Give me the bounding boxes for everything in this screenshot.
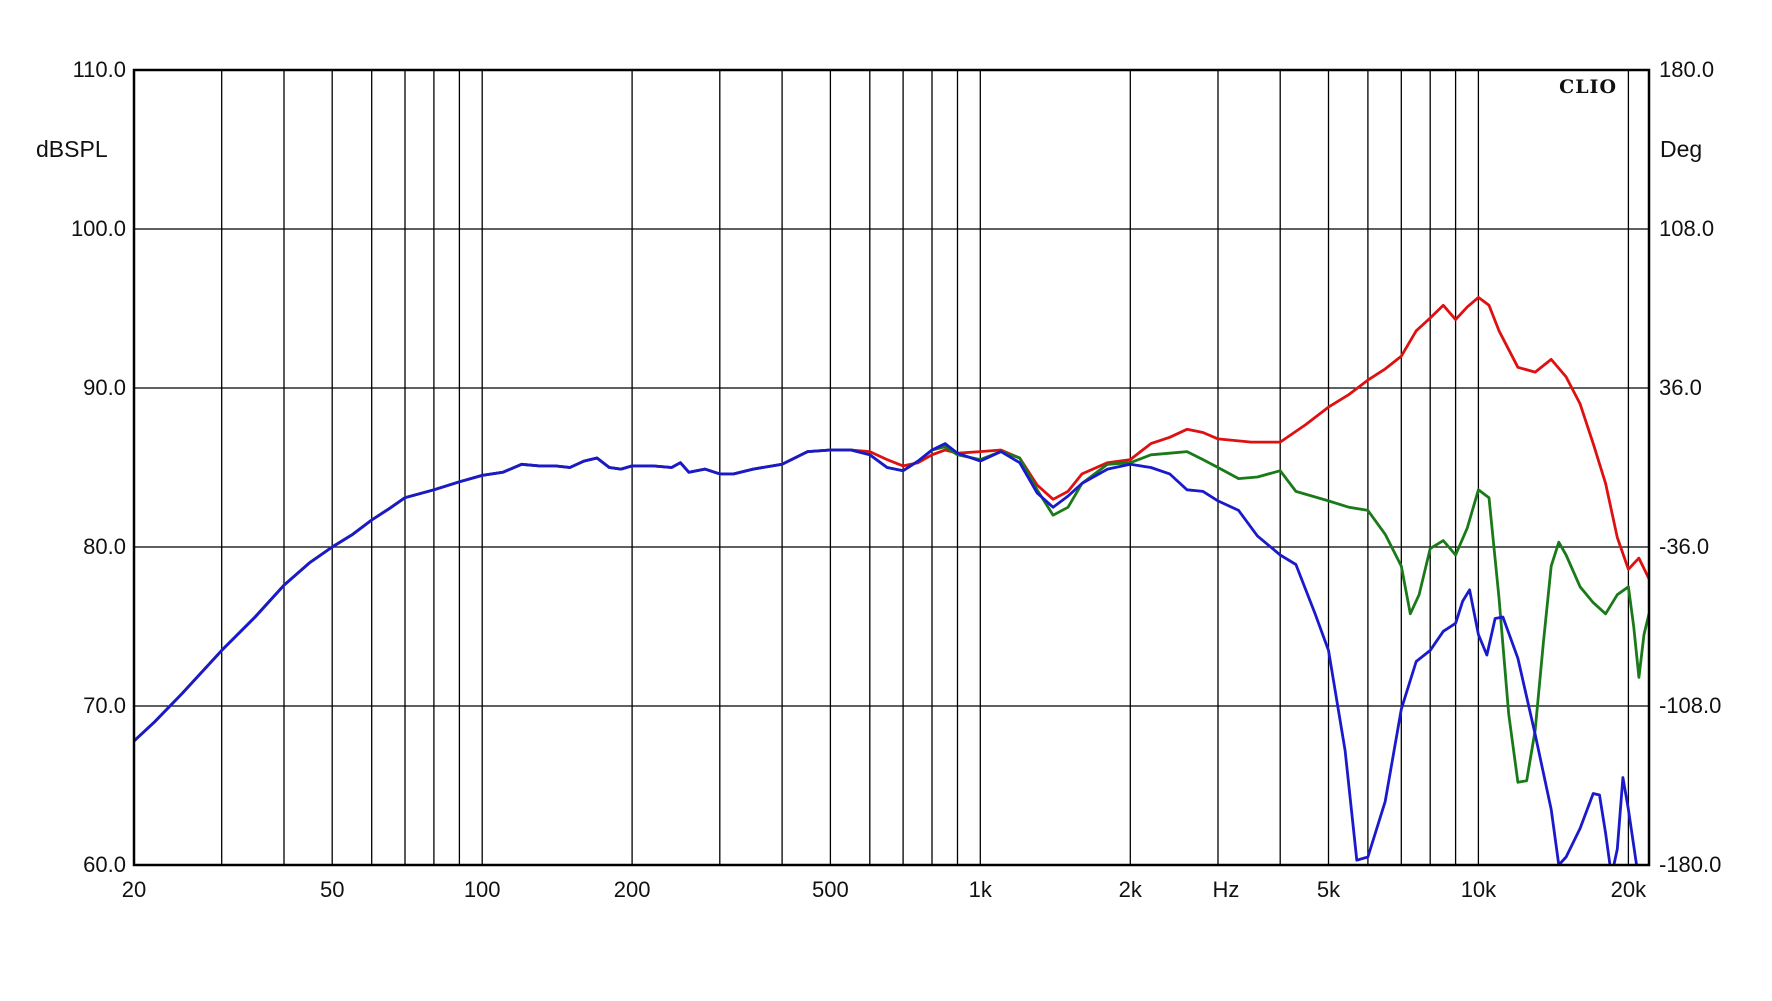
right-tick-label: 36.0	[1659, 375, 1702, 400]
x-tick-label: 2k	[1119, 877, 1143, 902]
left-tick-label: 100.0	[71, 216, 126, 241]
right-tick-label: -108.0	[1659, 693, 1721, 718]
left-tick-label: 60.0	[83, 852, 126, 877]
left-tick-label: 70.0	[83, 693, 126, 718]
series-line-3	[134, 442, 1638, 865]
left-tick-label: 90.0	[83, 375, 126, 400]
x-tick-label: 100	[464, 877, 501, 902]
x-unit-label: Hz	[1213, 877, 1240, 902]
series-line-2	[134, 445, 1649, 784]
clio-brand-label: CLIO	[1559, 76, 1617, 98]
curves	[134, 296, 1649, 865]
series-line-1	[134, 296, 1649, 743]
x-tick-label: 20k	[1611, 877, 1647, 902]
left-tick-label: 80.0	[83, 534, 126, 559]
left-axis-label: dBSPL	[36, 136, 108, 162]
right-tick-label: -180.0	[1659, 852, 1721, 877]
x-tick-label: 5k	[1317, 877, 1341, 902]
x-tick-label: 1k	[969, 877, 993, 902]
right-axis-label: Deg	[1660, 136, 1702, 162]
x-tick-label: 10k	[1461, 877, 1497, 902]
right-axis-ticks: 180.0 108.0 36.0 -36.0 -108.0 -180.0	[1659, 57, 1721, 877]
left-axis-ticks: 110.0 100.0 90.0 80.0 70.0 60.0	[71, 57, 126, 877]
plot-frame	[132, 68, 1651, 867]
x-tick-label: 500	[812, 877, 849, 902]
x-axis-ticks: 20 50 100 200 500 1k 2k 5k 10k 20k	[122, 877, 1647, 902]
right-tick-label: -36.0	[1659, 534, 1709, 559]
left-tick-label: 110.0	[73, 57, 126, 82]
x-tick-label: 200	[614, 877, 651, 902]
x-tick-label: 20	[122, 877, 146, 902]
x-tick-label: 50	[320, 877, 344, 902]
right-tick-label: 180.0	[1659, 57, 1714, 82]
right-tick-label: 108.0	[1659, 216, 1714, 241]
